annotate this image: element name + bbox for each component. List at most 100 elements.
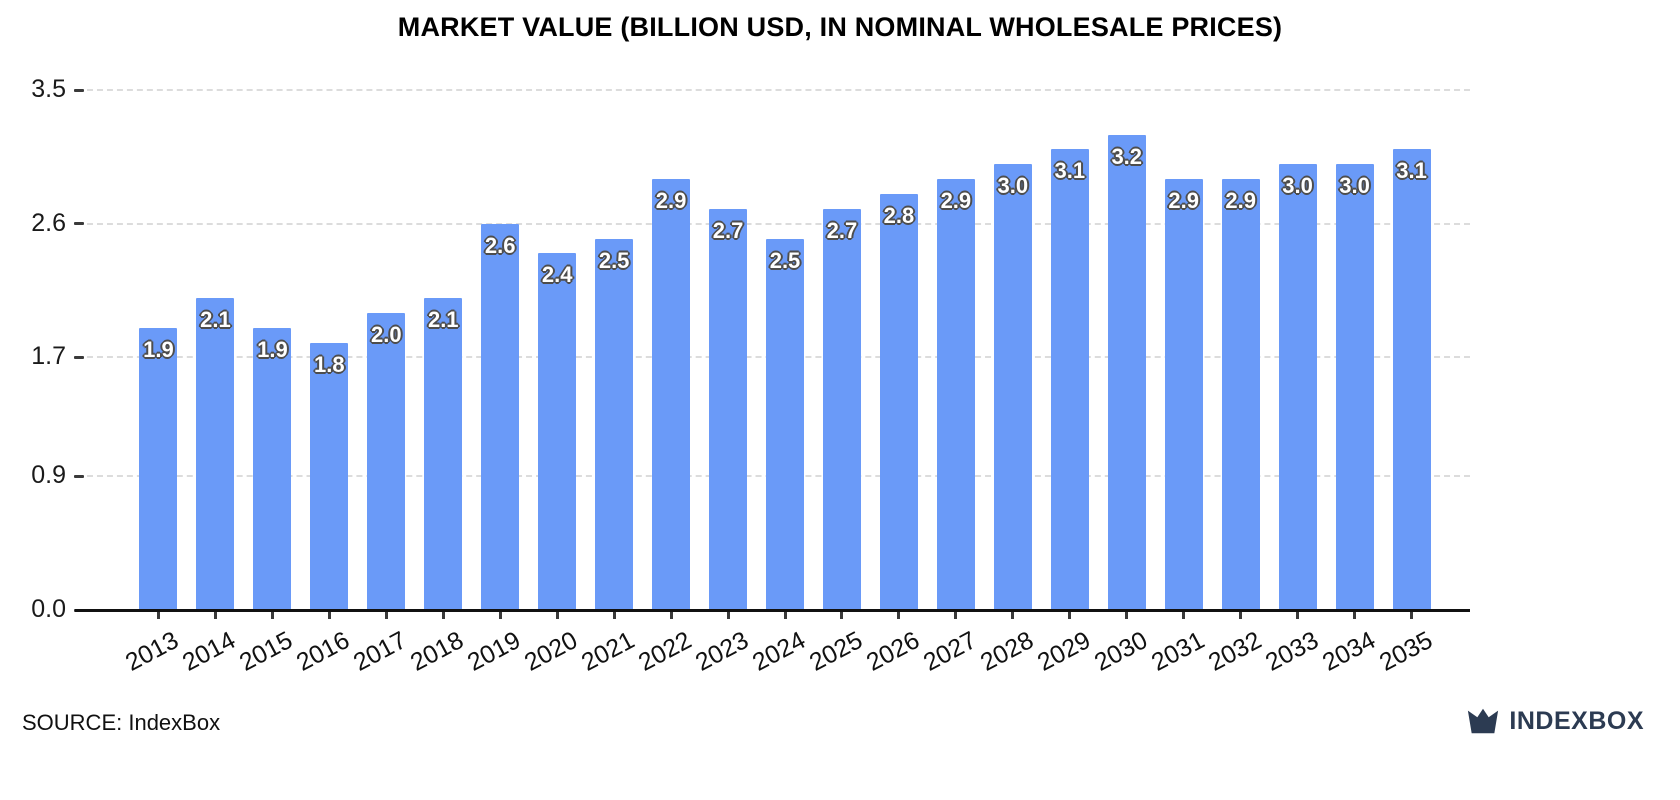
bar-value-label: 2.5 bbox=[769, 247, 801, 273]
x-axis-label: 2034 bbox=[1317, 626, 1380, 677]
x-axis-label: 2016 bbox=[292, 626, 355, 677]
y-axis-tick-label: 0.9 bbox=[31, 461, 66, 490]
y-axis-tick-mark bbox=[74, 355, 84, 359]
x-axis-tick-mark bbox=[1182, 612, 1186, 619]
bar-value-label: 2.7 bbox=[826, 217, 858, 243]
bar-value-label: 3.0 bbox=[1282, 173, 1313, 199]
x-axis-label: 2014 bbox=[178, 626, 241, 677]
bar-value-label: 2.1 bbox=[427, 307, 459, 332]
gridline bbox=[87, 222, 1470, 225]
bar bbox=[822, 208, 861, 610]
bar bbox=[595, 238, 634, 610]
indexbox-logo: INDEXBOX bbox=[1466, 706, 1644, 736]
bar bbox=[1107, 134, 1146, 610]
bar bbox=[936, 179, 975, 610]
x-axis-tick-mark bbox=[384, 612, 388, 619]
x-axis-tick-mark bbox=[156, 612, 160, 619]
x-axis-label: 2033 bbox=[1260, 626, 1323, 677]
x-axis-tick-mark bbox=[1239, 612, 1243, 619]
x-axis-tick-mark bbox=[1410, 612, 1414, 619]
crown-box-icon bbox=[1466, 706, 1500, 736]
bar bbox=[310, 342, 349, 610]
bar bbox=[538, 253, 577, 610]
y-axis-tick-label: 1.7 bbox=[31, 342, 66, 371]
x-axis-label: 2026 bbox=[861, 626, 925, 677]
bar bbox=[424, 298, 463, 610]
bar bbox=[1392, 149, 1431, 610]
x-axis-label: 2027 bbox=[918, 626, 982, 677]
x-axis-label: 2030 bbox=[1089, 626, 1152, 677]
x-axis-tick-mark bbox=[327, 612, 331, 619]
x-axis-tick-mark bbox=[669, 612, 673, 619]
bar-value-label: 2.1 bbox=[200, 307, 231, 332]
x-axis-label: 2035 bbox=[1374, 626, 1437, 677]
bar-value-label: 1.8 bbox=[314, 351, 345, 377]
y-axis-tick-mark bbox=[74, 222, 84, 226]
x-axis-tick-mark bbox=[840, 612, 844, 619]
x-axis-label: 2025 bbox=[804, 626, 868, 677]
x-axis-label: 2031 bbox=[1146, 626, 1209, 677]
x-axis-label: 2029 bbox=[1032, 626, 1095, 677]
bar bbox=[879, 194, 918, 610]
bar bbox=[481, 223, 520, 610]
bar bbox=[1221, 179, 1260, 610]
bar-value-label: 2.8 bbox=[883, 203, 915, 228]
bar-value-label: 3.2 bbox=[1111, 143, 1143, 169]
bar bbox=[1050, 149, 1089, 610]
bar-value-label: 2.9 bbox=[1168, 188, 1199, 214]
gridline bbox=[87, 89, 1470, 91]
logo-text-box: BOX bbox=[1588, 706, 1644, 735]
bar bbox=[253, 327, 292, 610]
bar bbox=[1164, 179, 1203, 610]
y-axis-tick-mark bbox=[74, 474, 84, 478]
bar-value-label: 2.9 bbox=[655, 188, 687, 214]
bar-value-label: 2.7 bbox=[712, 217, 744, 243]
x-axis-label: 2020 bbox=[520, 626, 583, 677]
x-axis-tick-mark bbox=[555, 612, 559, 619]
bar bbox=[993, 164, 1032, 610]
bar-value-label: 2.5 bbox=[598, 247, 630, 273]
y-axis-tick-mark bbox=[74, 88, 84, 92]
x-axis-label: 2023 bbox=[690, 626, 754, 677]
x-axis-tick-mark bbox=[1296, 612, 1300, 619]
x-axis-tick-mark bbox=[441, 612, 445, 619]
bar-value-label: 2.6 bbox=[484, 232, 516, 258]
x-axis-tick-mark bbox=[612, 612, 616, 619]
bar-value-label: 3.0 bbox=[997, 173, 1029, 199]
x-axis-tick-mark bbox=[1011, 612, 1015, 619]
x-axis-tick-mark bbox=[1068, 612, 1072, 619]
bar bbox=[1278, 164, 1317, 610]
bar-value-label: 2.4 bbox=[541, 262, 573, 288]
x-axis-tick-mark bbox=[1353, 612, 1357, 619]
x-axis-label: 2013 bbox=[121, 626, 184, 677]
bar-value-label: 2.9 bbox=[940, 188, 972, 214]
bar-value-label: 3.1 bbox=[1054, 158, 1086, 184]
bar bbox=[709, 208, 748, 610]
y-axis-tick-label: 0.0 bbox=[31, 595, 66, 623]
bar-value-label: 3.1 bbox=[1396, 158, 1427, 184]
x-axis-tick-mark bbox=[1125, 612, 1129, 619]
x-axis-label: 2017 bbox=[349, 626, 412, 677]
bar bbox=[1335, 164, 1374, 610]
logo-text: INDEXBOX bbox=[1509, 707, 1644, 736]
bar-value-label: 1.9 bbox=[143, 336, 174, 362]
bar-value-label: 1.9 bbox=[257, 336, 288, 362]
bar bbox=[766, 238, 804, 610]
x-axis-tick-mark bbox=[498, 612, 502, 619]
y-axis-tick-label: 2.6 bbox=[31, 208, 66, 237]
logo-text-index: INDEX bbox=[1509, 706, 1589, 735]
x-axis-tick-mark bbox=[897, 612, 901, 619]
x-axis-tick-mark bbox=[783, 612, 787, 619]
bar bbox=[139, 327, 178, 610]
x-axis-label: 2021 bbox=[577, 626, 640, 677]
x-axis-label: 2019 bbox=[463, 626, 526, 677]
y-axis-tick-label: 3.5 bbox=[31, 75, 66, 103]
x-axis-tick-mark bbox=[213, 612, 217, 619]
bar bbox=[367, 312, 406, 610]
bar-value-label: 3.0 bbox=[1339, 173, 1370, 199]
bar-value-label: 2.9 bbox=[1225, 188, 1256, 214]
x-axis-tick-mark bbox=[270, 612, 274, 619]
source-text: SOURCE: IndexBox bbox=[22, 710, 221, 735]
x-axis-label: 2024 bbox=[747, 626, 811, 677]
chart-title: MARKET VALUE (BILLION USD, IN NOMINAL WH… bbox=[397, 12, 1283, 42]
